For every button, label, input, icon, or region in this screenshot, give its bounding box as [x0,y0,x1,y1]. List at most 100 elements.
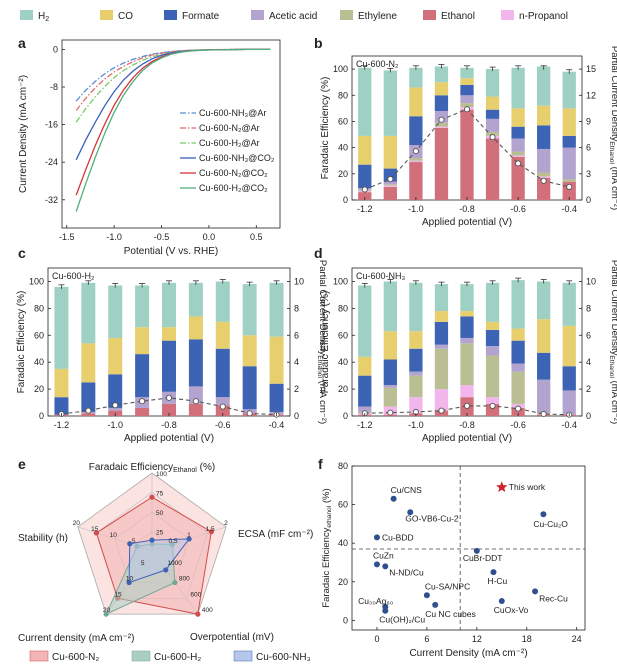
radar-tick-label: 100 [156,471,167,478]
x-tick-label: -0.4 [561,204,577,214]
x-axis-title: Applied potential (V) [124,433,214,444]
bar-segment-acetic-acid [409,371,423,376]
y-tick-label: 100 [333,64,348,74]
y2-tick-label: 0 [586,411,591,421]
bar-segment-n-propanol [434,126,449,128]
x-tick-label: -1.0 [408,204,424,214]
x-tick-label: 6 [424,634,429,644]
y2-tick-label: 12 [586,90,596,100]
y-axis-title: Faradaic Efficiency (%) [16,291,27,394]
bar-segment-ethanol [434,128,449,200]
bar-segment-ethanol [81,413,96,416]
partial-current-point [540,177,547,184]
legend-item-formate: Formate [164,10,220,22]
partial-current-point [139,398,146,405]
bar-segment-co [358,135,372,165]
radar-point [93,530,99,536]
panel-d-bar-chart: 0 20 40 60 80 100 0 2 4 6 8 10 -1.2 -1.0 -0.8 -0.6 -0.4 C… [320,260,617,444]
radar-legend-label: Cu-600-H₂ [154,652,201,663]
bar-segment-acetic-acid [485,118,500,132]
radar-tick-label: 20 [73,520,81,527]
partial-current-point [85,407,92,414]
radar-legend-swatch [29,650,49,662]
legend-item-ethanol: Ethanol [423,10,475,22]
bar-segment-co [485,321,500,330]
partial-current-point [192,398,199,405]
bar-segment-ethanol [485,138,500,200]
legend-swatch [423,10,436,20]
data-point-label: Cu-BDD [382,532,414,542]
legend-label: Acetic acid [269,11,317,22]
legend-swatch [501,10,514,20]
radar-legend-label: Cu-600-NH₃ [256,652,311,663]
y2-tick-label: 2 [294,384,299,394]
radar-point [149,494,155,500]
bar-segment-co [511,108,525,127]
bar-segment-formate [108,374,123,408]
partial-current-point [387,176,394,183]
radar-point [186,536,192,542]
data-point [490,569,497,576]
bar-segment-n-propanol [409,160,423,163]
radar-tick-label: 25 [156,530,164,537]
bar-segment-ethylene [537,172,551,177]
bar-segment-formate [383,359,397,386]
bar-segment-acetic-acid [188,386,203,404]
data-point [532,588,539,595]
radar-tick-label: 10 [110,532,118,539]
radar-point [127,541,133,547]
bar-segment-ethanol [485,403,500,416]
bar-segment-ethanol [537,177,551,200]
bar-segment-ethanol [215,405,230,416]
bar-segment-formate [537,352,551,380]
bar-segment-co [434,82,449,96]
radar-tick-label: 50 [156,510,164,517]
bar-segment-ethanol [162,403,176,416]
partial-current-line [364,405,570,416]
y-tick-label: 80 [338,461,348,471]
series-line-5 [75,48,271,212]
bar-segment-h- [188,282,203,317]
panel-letter-e: e [18,456,26,472]
data-point-label: CuZn [373,550,394,560]
legend-entry: Cu-600-H₂@Ar [199,138,260,148]
bar-segment-acetic-acid [537,148,551,173]
bar-segment-acetic-acid [562,147,576,180]
bar-segment-formate [511,126,525,139]
data-point [407,509,414,516]
bar-segment-h- [511,280,525,329]
x-tick-label: -0.8 [161,420,177,430]
bar-segment-co [562,325,576,367]
data-point [390,495,397,502]
y-tick-label: -16 [45,120,58,130]
bar-segment-co [434,311,449,322]
bar-segment-formate [54,397,69,415]
legend-item-h: H2 [20,10,49,23]
bar-segment-formate [358,164,372,189]
x-tick-label: -0.6 [510,204,526,214]
bar-segment-h- [409,282,423,332]
bar-segment-acetic-acid [383,385,397,388]
radar-tick-label: 1 [187,532,191,539]
bar-segment-formate [485,109,500,119]
radar-tick-label: 1000 [167,560,182,567]
bar-segment-h- [54,286,69,369]
data-point-label: This work [509,482,546,492]
bar-segment-formate [485,329,500,347]
partial-current-point [463,106,471,113]
bar-segment-ethylene [511,151,525,156]
y-tick-label: 60 [338,500,348,510]
bar-segment-formate [511,340,525,364]
bar-segment-co [409,331,423,349]
panel-title: Cu-600-N₂ [356,59,399,69]
bar-segment-h- [460,67,474,79]
bar-segment-h- [460,284,474,312]
y-axis-title: Faradaic Efficiency (%) [320,77,331,180]
legend-label: H2 [38,11,49,23]
bar-segment-h- [242,284,257,336]
radar-point [172,579,178,586]
x-tick-label: -0.4 [561,420,577,430]
y-tick-label: 20 [34,384,44,394]
radar-point [208,529,214,535]
y2-tick-label: 6 [586,330,591,340]
